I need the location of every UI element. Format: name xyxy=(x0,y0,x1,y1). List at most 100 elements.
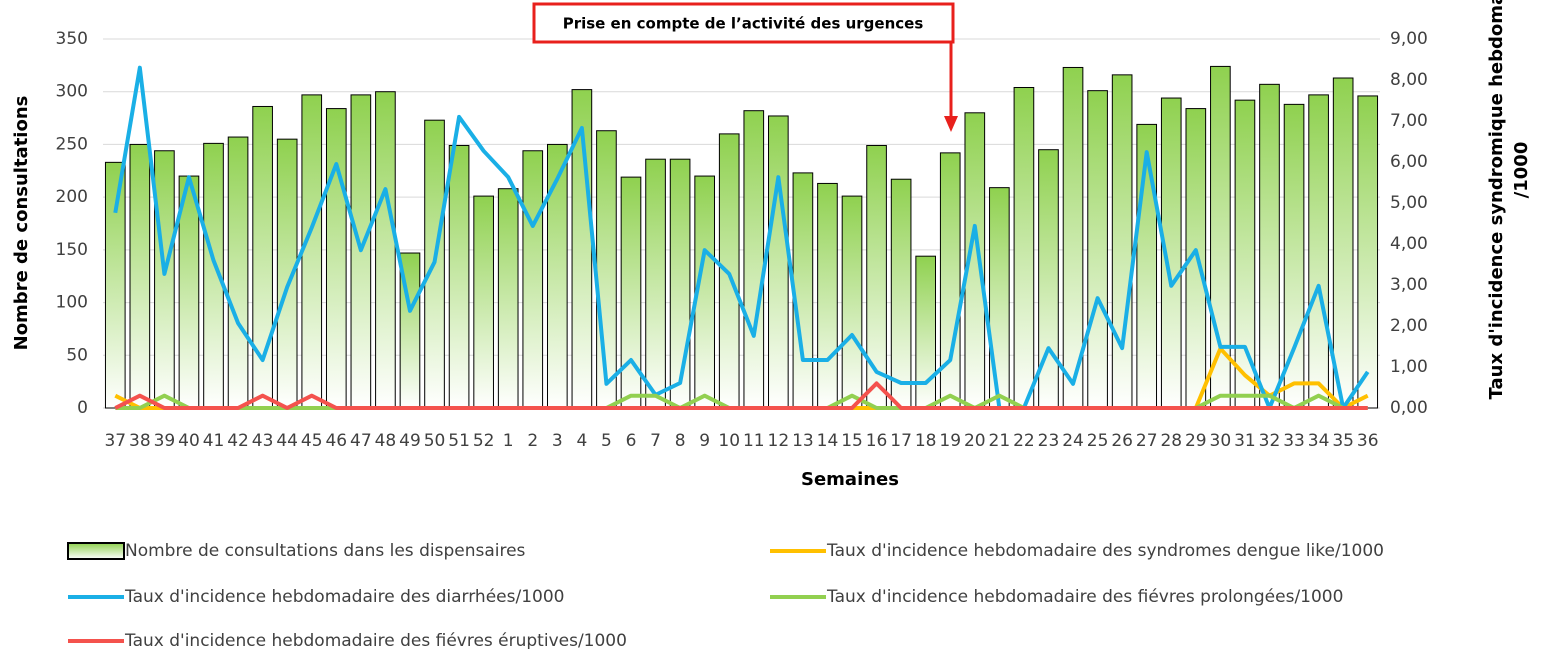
y2-axis-title: /1000 xyxy=(1511,142,1532,199)
x-tick-label: 3 xyxy=(552,431,563,451)
x-tick-label: 43 xyxy=(252,431,274,451)
bar xyxy=(768,115,789,409)
bar xyxy=(1332,77,1354,409)
x-tick-label: 30 xyxy=(1210,431,1232,451)
y2-tick-label: 1,00 xyxy=(1390,357,1428,377)
bar xyxy=(645,158,666,409)
bar xyxy=(792,172,814,409)
y2-axis-title: Taux d'incidence syndromique hebdomadair… xyxy=(1486,0,1507,399)
x-tick-label: 8 xyxy=(675,431,686,451)
bar xyxy=(841,195,863,409)
x-tick-label: 38 xyxy=(129,431,151,451)
legend-label: Taux d'incidence hebdomadaire des fiévre… xyxy=(826,587,1343,607)
bar xyxy=(1308,94,1329,409)
bar xyxy=(129,143,151,409)
x-tick-label: 45 xyxy=(301,431,323,451)
x-tick-label: 11 xyxy=(743,431,765,451)
x-tick-label: 14 xyxy=(817,431,839,451)
x-tick-label: 18 xyxy=(915,431,937,451)
bar xyxy=(718,133,740,409)
y2-tick-label: 0,00 xyxy=(1390,398,1428,418)
x-tick-label: 47 xyxy=(350,431,372,451)
y2-tick-label: 2,00 xyxy=(1390,316,1428,336)
x-tick-label: 44 xyxy=(276,431,298,451)
x-tick-label: 27 xyxy=(1136,431,1158,451)
x-tick-label: 1 xyxy=(503,431,514,451)
x-tick-label: 19 xyxy=(939,431,961,451)
bar xyxy=(743,110,765,409)
x-tick-label: 37 xyxy=(104,431,126,451)
x-tick-label: 48 xyxy=(375,431,397,451)
x-tick-label: 52 xyxy=(473,431,495,451)
annotation-arrowhead xyxy=(944,116,958,132)
plot-area: 0501001502002503003500,001,002,003,004,0… xyxy=(56,29,1428,451)
x-tick-label: 17 xyxy=(890,431,912,451)
x-tick-label: 2 xyxy=(527,431,538,451)
x-tick-label: 29 xyxy=(1185,431,1207,451)
bar xyxy=(522,150,544,409)
x-tick-label: 13 xyxy=(792,431,814,451)
x-tick-label: 28 xyxy=(1160,431,1182,451)
y-tick-label: 300 xyxy=(56,82,88,102)
legend-label: Taux d'incidence hebdomadaire des fiévre… xyxy=(124,631,627,649)
x-tick-label: 50 xyxy=(424,431,446,451)
x-tick-label: 42 xyxy=(227,431,249,451)
x-tick-label: 23 xyxy=(1038,431,1060,451)
x-tick-label: 7 xyxy=(650,431,661,451)
annotation-box xyxy=(532,2,955,44)
x-tick-label: 12 xyxy=(768,431,790,451)
bar xyxy=(301,94,323,409)
legend-label: Taux d'incidence hebdomadaire des syndro… xyxy=(826,541,1384,561)
x-tick-label: 39 xyxy=(154,431,176,451)
y-tick-label: 100 xyxy=(56,293,88,313)
y2-tick-label: 7,00 xyxy=(1390,111,1428,131)
bar xyxy=(1357,95,1379,409)
bar xyxy=(473,195,494,409)
legend-swatch xyxy=(67,542,125,560)
bar xyxy=(154,150,175,409)
bar xyxy=(497,188,519,409)
x-tick-label: 51 xyxy=(448,431,470,451)
x-tick-label: 25 xyxy=(1087,431,1109,451)
bar xyxy=(939,152,961,409)
x-tick-label: 15 xyxy=(841,431,863,451)
bar xyxy=(1013,86,1035,409)
x-tick-label: 10 xyxy=(718,431,740,451)
bar xyxy=(546,143,568,409)
bar xyxy=(989,187,1010,409)
bar xyxy=(375,91,396,409)
bar xyxy=(104,161,126,409)
legend-label: Taux d'incidence hebdomadaire des diarrh… xyxy=(124,587,564,607)
y2-tick-label: 8,00 xyxy=(1390,70,1428,90)
legend-label: Nombre de consultations dans les dispens… xyxy=(125,541,526,561)
x-tick-label: 9 xyxy=(699,431,710,451)
x-tick-label: 26 xyxy=(1111,431,1133,451)
y-tick-label: 350 xyxy=(56,29,88,49)
bar xyxy=(1111,74,1133,409)
y2-tick-label: 5,00 xyxy=(1390,193,1428,213)
bar xyxy=(325,108,347,409)
x-tick-label: 34 xyxy=(1308,431,1330,451)
bar xyxy=(620,176,642,409)
x-tick-label: 4 xyxy=(576,431,587,451)
x-axis-title: Semaines xyxy=(801,469,899,490)
x-tick-label: 46 xyxy=(325,431,347,451)
bar xyxy=(890,178,912,409)
y-tick-label: 200 xyxy=(56,187,88,207)
bar xyxy=(448,144,470,409)
x-tick-label: 33 xyxy=(1283,431,1305,451)
line-series xyxy=(113,65,1370,410)
bar xyxy=(227,136,249,409)
bar xyxy=(915,255,937,409)
y-axis-title: Nombre de consultations xyxy=(11,96,32,351)
bar xyxy=(669,158,691,409)
annotation: Prise en compte de l’activité des urgenc… xyxy=(563,15,924,33)
x-tick-label: 22 xyxy=(1013,431,1035,451)
x-tick-label: 35 xyxy=(1332,431,1354,451)
bar xyxy=(252,105,273,409)
x-tick-label: 49 xyxy=(399,431,421,451)
x-tick-label: 20 xyxy=(964,431,986,451)
x-tick-label: 31 xyxy=(1234,431,1256,451)
bar xyxy=(817,182,838,409)
